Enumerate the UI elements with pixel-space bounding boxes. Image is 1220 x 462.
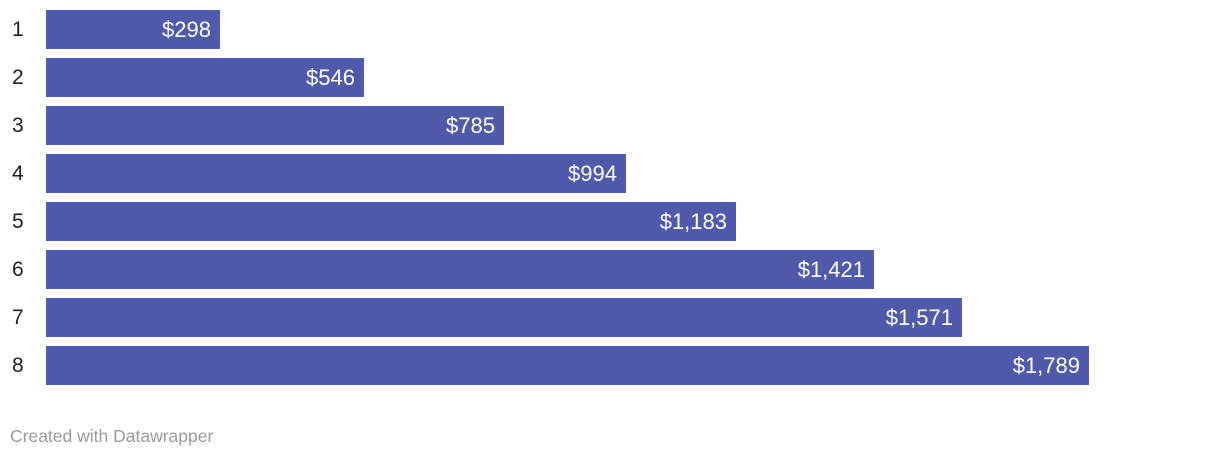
bar: $1,789 — [46, 346, 1089, 385]
value-label: $785 — [446, 113, 495, 138]
category-label: 4 — [12, 162, 24, 185]
value-label: $994 — [568, 161, 617, 186]
datawrapper-attribution-link[interactable]: Created with Datawrapper — [10, 426, 214, 446]
bar: $1,571 — [46, 298, 962, 337]
category-label: 2 — [12, 66, 24, 89]
chart-row: 5 $1,183 — [0, 202, 1220, 250]
bar: $1,421 — [46, 250, 874, 289]
value-label: $298 — [162, 17, 211, 42]
bar: $546 — [46, 58, 364, 97]
chart-row: 7 $1,571 — [0, 298, 1220, 346]
category-label: 5 — [12, 210, 24, 233]
value-label: $1,421 — [797, 257, 865, 282]
value-label: $1,183 — [659, 209, 727, 234]
chart-row: 2 $546 — [0, 58, 1220, 106]
bar: $994 — [46, 154, 626, 193]
bar-chart: 1 $298 2 $546 3 $785 4 $994 5 $1,183 6 $… — [0, 10, 1220, 394]
category-label: 6 — [12, 258, 24, 281]
chart-row: 6 $1,421 — [0, 250, 1220, 298]
chart-row: 1 $298 — [0, 10, 1220, 58]
category-label: 7 — [12, 306, 24, 329]
value-label: $1,571 — [885, 305, 953, 330]
category-label: 3 — [12, 114, 24, 137]
value-label: $1,789 — [1012, 353, 1080, 378]
chart-row: 4 $994 — [0, 154, 1220, 202]
chart-row: 3 $785 — [0, 106, 1220, 154]
bar: $785 — [46, 106, 504, 145]
category-label: 1 — [12, 18, 24, 41]
bar: $1,183 — [46, 202, 736, 241]
value-label: $546 — [306, 65, 355, 90]
bar: $298 — [46, 10, 220, 49]
category-label: 8 — [12, 354, 24, 377]
chart-row: 8 $1,789 — [0, 346, 1220, 394]
